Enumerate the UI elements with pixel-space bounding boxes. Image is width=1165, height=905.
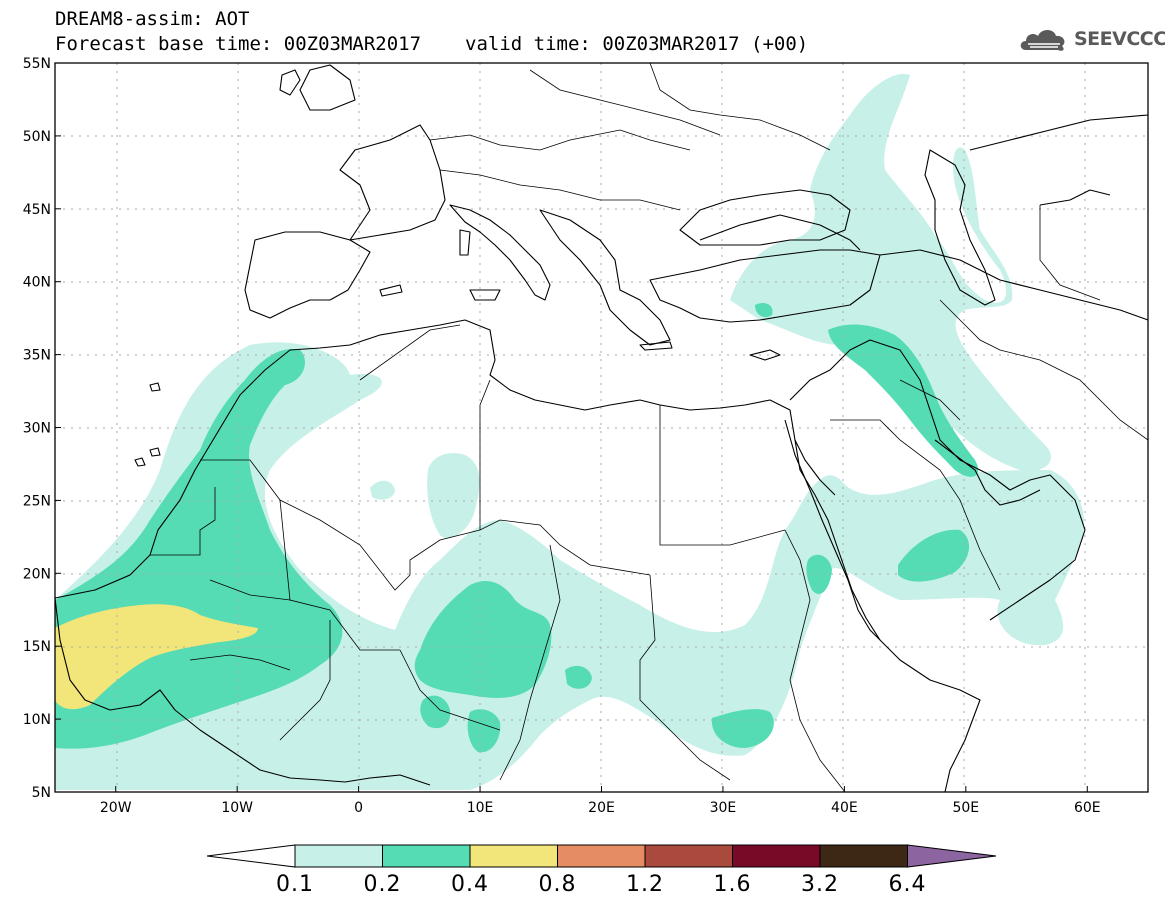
lon-axis: 20W 10W 0 10E 20E 30E 40E 50E 60E <box>100 786 1101 816</box>
colorbar-level-label: 3.2 <box>801 872 839 897</box>
lat-tick-label: 45N <box>23 202 51 218</box>
colorbar-level-label: 0.1 <box>276 872 314 897</box>
lat-tick-label: 35N <box>23 348 51 364</box>
map-title: DREAM8-assim: AOT <box>55 8 250 30</box>
lat-tick-label: 25N <box>23 493 51 509</box>
colorbar-segment <box>294 844 383 868</box>
lat-tick-label: 10N <box>23 712 51 728</box>
coastlines <box>54 64 1149 793</box>
lat-axis: 55N 50N 45N 40N 35N 30N 25N 20N 15N 10N 5N <box>23 56 61 801</box>
lat-tick-label: 15N <box>23 639 51 655</box>
base-time: Forecast base time: 00Z03MAR2017 <box>55 33 422 55</box>
colorbar-segment <box>819 844 908 868</box>
colorbar-level-label: 0.4 <box>451 872 489 897</box>
lon-tick-label: 50E <box>952 800 979 816</box>
lon-tick-label: 10W <box>221 800 253 816</box>
seevccc-logo: SEEVCCC <box>1018 24 1165 54</box>
colorbar-level-label: 0.8 <box>538 872 577 897</box>
logo-text: SEEVCCC <box>1074 28 1165 50</box>
lon-tick-label: 30E <box>710 800 737 816</box>
colorbar-level-label: 1.2 <box>626 872 664 897</box>
lat-tick-label: 30N <box>23 421 51 437</box>
colorbar-level-label: 0.2 <box>363 872 402 897</box>
colorbar <box>206 844 997 868</box>
lon-tick-label: 40E <box>831 800 858 816</box>
aot-fields <box>55 74 1085 790</box>
borders <box>150 62 1149 793</box>
colorbar-level-label: 6.4 <box>888 872 927 897</box>
lat-tick-label: 55N <box>23 56 51 72</box>
lon-tick-label: 20E <box>588 800 615 816</box>
valid-time: valid time: 00Z03MAR2017 (+00) <box>465 33 809 55</box>
colorbar-max-arrow <box>907 844 997 868</box>
lon-tick-label: 10E <box>467 800 494 816</box>
lat-tick-label: 50N <box>23 129 51 145</box>
time-info: Forecast base time: 00Z03MAR2017 valid ti… <box>55 34 808 54</box>
lat-tick-label: 40N <box>23 275 51 291</box>
colorbar-segment <box>732 844 821 868</box>
lat-tick-label: 20N <box>23 566 51 582</box>
colorbar-level-label: 1.6 <box>713 872 752 897</box>
lon-tick-label: 20W <box>100 800 132 816</box>
colorbar-min-arrow <box>206 844 296 868</box>
colorbar-segment <box>557 844 646 868</box>
lat-tick-label: 5N <box>32 785 51 801</box>
colorbar-segment <box>469 844 558 868</box>
colorbar-segment <box>382 844 471 868</box>
lon-tick-label: 0 <box>354 800 363 816</box>
cloud-icon <box>1020 30 1065 51</box>
colorbar-segment <box>644 844 733 868</box>
aot-level-0.1 <box>55 74 1085 790</box>
aot-level-0.4 <box>55 604 258 710</box>
lon-tick-label: 60E <box>1074 800 1101 816</box>
